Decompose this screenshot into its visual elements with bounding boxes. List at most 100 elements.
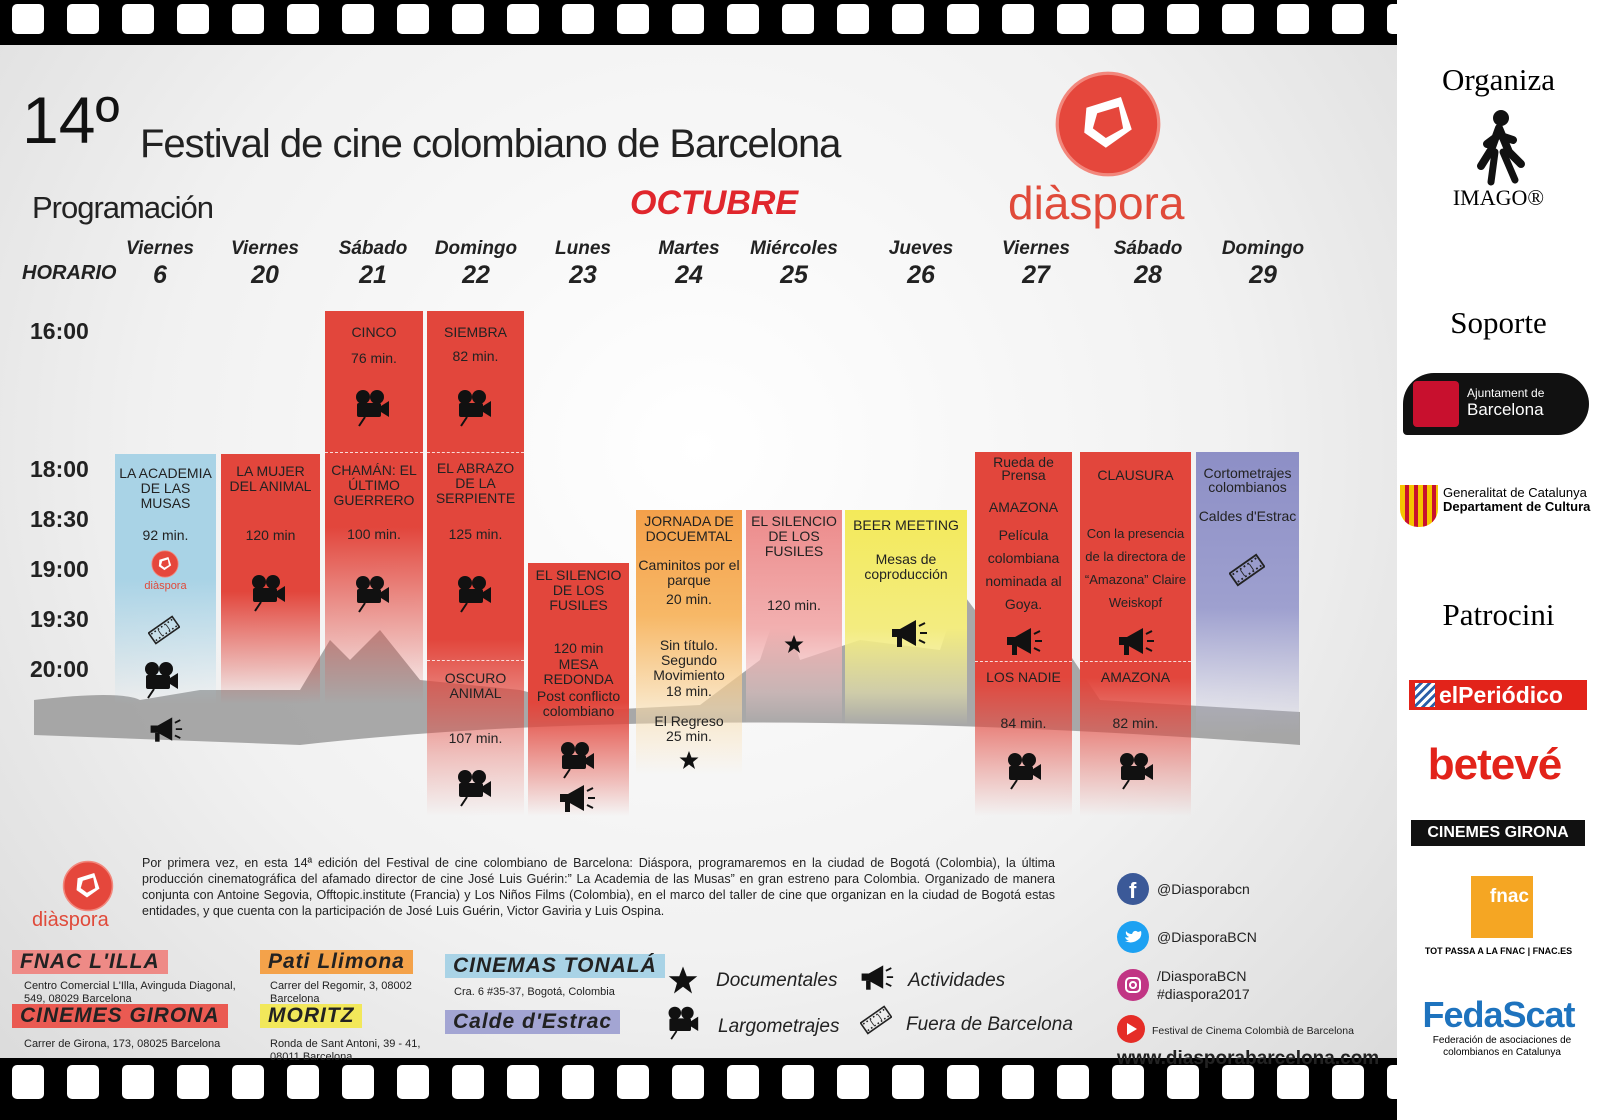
event-duration: 92 min.	[142, 527, 189, 543]
time-label: 19:00	[30, 556, 89, 582]
elperiodico: elPeriódico	[1439, 682, 1563, 708]
event-title: LOS NADIE	[986, 669, 1061, 685]
imago: IMAGO®	[1452, 185, 1545, 210]
event-title: OSCURO ANIMAL	[444, 670, 507, 701]
weekday: Viernes	[231, 238, 299, 259]
camera-icon	[664, 1004, 700, 1040]
time-label: 20:00	[30, 656, 89, 682]
event-duration: 107 min.	[448, 730, 503, 746]
elperiodico-badge: elPeriódico	[1409, 680, 1587, 710]
event-title: BEER MEETING	[853, 517, 959, 533]
divider	[1080, 661, 1191, 662]
event-block: EL SILENCIO DE LOS FUSILES 120 min.	[746, 510, 842, 725]
venue-name: Calde d'Estrac	[445, 1010, 621, 1034]
date: 20	[251, 261, 279, 289]
event-title: Rueda de Prensa	[993, 454, 1054, 483]
camera-icon	[351, 573, 391, 613]
divider	[427, 452, 524, 453]
weekday: Martes	[658, 238, 720, 259]
main-area: 14º Festival de cine colombiano de Barce…	[0, 0, 1397, 1120]
logo-icon	[150, 550, 180, 578]
star-icon	[679, 750, 699, 770]
social-handle: /DiasporaBCN	[1157, 968, 1247, 984]
event-note: Caldes d'Estrac	[1198, 508, 1297, 524]
event-title: SIEMBRA	[443, 324, 507, 340]
ajuntament-badge: Ajuntament de Barcelona	[1403, 373, 1589, 435]
beteve: betevé	[1427, 740, 1562, 789]
sidebar-heading: Soporte	[1450, 305, 1547, 340]
event-duration: 82 min.	[1112, 715, 1159, 731]
weekday: Miércoles	[750, 238, 838, 259]
fedascat-caption: Federación de asociaciones de colombiano…	[1432, 1035, 1572, 1058]
venue-name: MORITZ	[260, 1004, 363, 1028]
cinemes-girona: CINEMES GIRONA	[1411, 820, 1585, 846]
date: 23	[569, 261, 597, 289]
weekday: Viernes	[1002, 238, 1070, 259]
event-film: Sin título. Segundo Movimiento	[653, 637, 725, 683]
event-title: Cortometrajes colombianos	[1203, 465, 1292, 495]
generalitat-shield	[1400, 485, 1438, 527]
date: 24	[675, 261, 703, 289]
date: 22	[462, 261, 490, 289]
weekday: Sábado	[1113, 238, 1183, 259]
megaphone-icon	[147, 712, 183, 748]
divider	[427, 660, 524, 661]
imago-figure	[1477, 110, 1525, 186]
venue-address: Centro Comercial L'Illa, Avinguda Diagon…	[24, 980, 236, 1005]
venue-name: CINEMES GIRONA	[12, 1004, 228, 1028]
website: www.diasporabarcelona.com	[1117, 1048, 1380, 1069]
legend-label: Actividades	[908, 970, 1006, 991]
time-label: 19:30	[30, 606, 89, 632]
event-block: CLAUSURA Con la presencia de la director…	[1080, 452, 1191, 816]
event-title: EL SILENCIO DE LOS FUSILES	[535, 567, 622, 613]
time-label: 16:00	[30, 318, 89, 344]
event-block: EL SILENCIO DE LOS FUSILES 120 min MESA …	[528, 563, 629, 816]
star-icon	[668, 965, 698, 995]
camera-icon	[1115, 750, 1155, 790]
event-title: CLAUSURA	[1097, 467, 1174, 483]
edition: 14º	[22, 83, 120, 157]
youtube-icon	[1117, 1015, 1145, 1043]
title: Festival de cine colombiano de Barcelona	[140, 122, 841, 166]
megaphone-icon	[888, 614, 928, 654]
generalitat-1: Generalitat de Catalunya	[1443, 485, 1587, 500]
event-duration: 20 min.	[666, 591, 712, 607]
footer-brand: diàspora	[32, 909, 109, 931]
event-note: Post conflicto colombiano	[536, 688, 621, 719]
venue-name: FNAC L'ILLA	[12, 950, 168, 974]
event-duration: 120 min	[245, 527, 296, 543]
time-label: 18:00	[30, 456, 89, 482]
event-note: Con la presencia de la directora de “Ama…	[1084, 526, 1187, 610]
date: 26	[907, 261, 935, 289]
brand: diàspora	[1008, 177, 1185, 229]
event-block: SIEMBRA 82 min. EL ABRAZO DE LA SERPIENT…	[427, 311, 524, 816]
fnac-slogan: TOT PASSA A LA FNAC | FNAC.ES	[1424, 946, 1573, 956]
event-title: AMAZONA	[1100, 669, 1171, 685]
star-icon	[784, 634, 804, 654]
legend-label: Fuera de Barcelona	[906, 1014, 1073, 1035]
event-duration: 25 min.	[666, 728, 712, 744]
weekday: Jueves	[888, 238, 954, 259]
camera-icon	[453, 767, 493, 807]
camera-icon	[453, 573, 493, 613]
date: 21	[359, 261, 387, 289]
venue-name: Pati Llimona	[260, 950, 413, 974]
event-duration: 120 min	[553, 640, 604, 656]
film-icon	[1229, 552, 1265, 588]
time-label: 18:30	[30, 506, 89, 532]
event-block: BEER MEETING Mesas de coproducción	[845, 510, 967, 725]
event-duration: 84 min.	[1000, 715, 1047, 731]
event-block: CINCO 76 min. CHAMÁN: EL ÚLTIMO GUERRERO…	[325, 311, 423, 704]
event-block: Cortometrajes colombianos Caldes d'Estra…	[1196, 452, 1299, 735]
divider	[325, 452, 423, 453]
film-icon	[860, 1004, 892, 1036]
social-handle: @DiasporaBCN	[1157, 929, 1257, 945]
event-duration: 125 min.	[448, 526, 503, 542]
weekday: Domingo	[434, 238, 518, 259]
event-title: LA ACADEMIA DE LAS MUSAS	[119, 465, 212, 511]
venue-name: CINEMAS TONALÁ	[445, 954, 665, 978]
camera-icon	[453, 387, 493, 427]
weekday: Viernes	[126, 238, 194, 259]
horario: Horario	[22, 262, 117, 284]
date: 29	[1249, 261, 1277, 289]
